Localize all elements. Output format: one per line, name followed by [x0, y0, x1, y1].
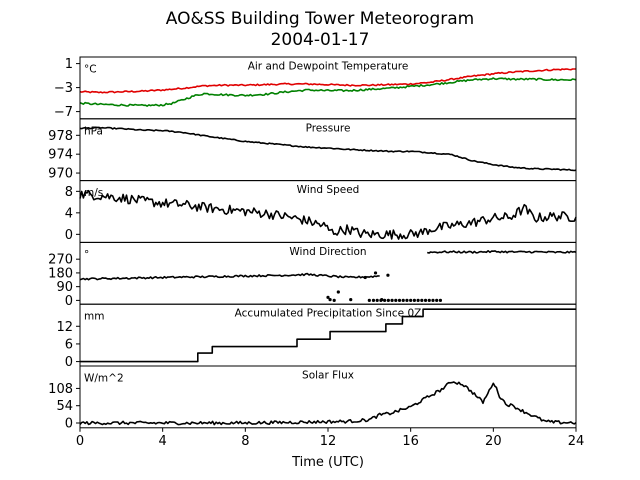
panel-units: mm	[84, 311, 104, 323]
wind-direction-point	[349, 298, 353, 302]
y-tick-label: 6	[65, 337, 73, 352]
series-line-solar-flux-0	[79, 381, 577, 426]
panel-units: m/s	[84, 187, 103, 199]
panel-label: Accumulated Precipitation Since 0Z	[235, 308, 422, 320]
x-tick-label: 4	[159, 434, 167, 449]
wind-direction-point	[397, 298, 402, 302]
chart-title: AO&SS Building Tower Meteorogram	[166, 9, 474, 29]
wind-direction-point	[435, 298, 439, 302]
series-line-temperature-1	[79, 77, 577, 107]
wind-direction-point	[416, 298, 420, 302]
wind-direction-point	[386, 273, 390, 277]
y-tick-label: 0	[65, 294, 73, 309]
y-tick-label: 0	[65, 228, 73, 243]
y-tick-label: 270	[48, 253, 73, 268]
y-tick-label: 54	[56, 399, 73, 414]
series-line-wind-direction-0	[79, 272, 380, 281]
y-tick-label: 12	[56, 320, 73, 335]
wind-direction-point	[405, 298, 409, 302]
panel-label: Wind Direction	[289, 246, 366, 258]
wind-direction-point	[431, 298, 435, 302]
wind-direction-point	[412, 298, 416, 302]
y-tick-label: 90	[56, 280, 73, 295]
series-line-precipitation-0	[80, 308, 576, 363]
wind-direction-point	[371, 298, 376, 302]
y-tick-label: 1	[65, 57, 73, 72]
wind-direction-point	[427, 298, 431, 302]
wind-direction-point	[401, 298, 405, 302]
y-tick-label: 108	[48, 382, 73, 397]
y-tick-label: −7	[54, 105, 73, 120]
panel-label: Wind Speed	[297, 184, 360, 196]
wind-direction-point	[363, 275, 367, 280]
x-axis-label: Time (UTC)	[291, 455, 364, 470]
y-tick-label: −3	[54, 81, 73, 96]
y-tick-label: 8	[65, 185, 73, 200]
y-tick-label: 970	[48, 167, 73, 182]
wind-direction-point	[423, 298, 428, 302]
x-tick-label: 8	[241, 434, 249, 449]
x-tick-label: 20	[485, 434, 502, 449]
wind-direction-point	[386, 298, 390, 302]
wind-direction-point	[373, 271, 378, 275]
series-line-wind-speed-0	[79, 189, 577, 240]
wind-direction-point	[383, 298, 387, 302]
x-tick-label: 24	[568, 434, 585, 449]
wind-direction-point	[438, 298, 443, 302]
y-tick-label: 180	[48, 266, 73, 281]
x-tick-label: 0	[76, 434, 84, 449]
y-tick-label: 4	[65, 206, 73, 221]
y-tick-label: 0	[65, 416, 73, 431]
panel-precipitation: 12 6 0 Accumulated Precipitation Since 0Z mm	[56, 303, 577, 370]
wind-direction-point	[336, 290, 340, 294]
y-tick-label: 978	[48, 129, 73, 144]
chart-subtitle: 2004-01-17	[271, 30, 370, 50]
wind-direction-point	[420, 298, 424, 302]
wind-direction-point	[332, 298, 336, 302]
panel-label: Air and Dewpoint Temperature	[248, 61, 409, 73]
series-line-wind-direction-1	[426, 250, 577, 254]
panel-units: °	[84, 249, 89, 261]
wind-direction-point	[379, 298, 383, 302]
y-tick-label: 0	[65, 355, 73, 370]
x-tick-label: 12	[320, 434, 337, 449]
wind-direction-point	[375, 298, 379, 302]
panel-units: hPa	[84, 125, 103, 137]
panel-wind-speed: 8 4 0 Wind Speed m/s	[65, 180, 577, 243]
panel-units: °C	[84, 64, 97, 76]
wind-direction-point	[409, 298, 413, 302]
wind-direction-point	[326, 295, 330, 299]
panels-group: 1 −3 −7 Air and Dewpoint Temperature °C 978 97…	[48, 56, 585, 449]
series-line-temperature-0	[79, 68, 576, 94]
wind-direction-point	[394, 298, 398, 302]
wind-direction-point	[328, 298, 332, 302]
x-tick-label: 16	[402, 434, 419, 449]
wind-direction-point	[367, 298, 371, 302]
y-tick-label: 974	[48, 148, 73, 163]
wind-direction-point	[390, 298, 394, 302]
series-line-pressure-0	[79, 126, 577, 172]
panel-label: Solar Flux	[302, 370, 354, 382]
panel-units: W/m^2	[84, 373, 124, 385]
panel-label: Pressure	[306, 122, 351, 134]
